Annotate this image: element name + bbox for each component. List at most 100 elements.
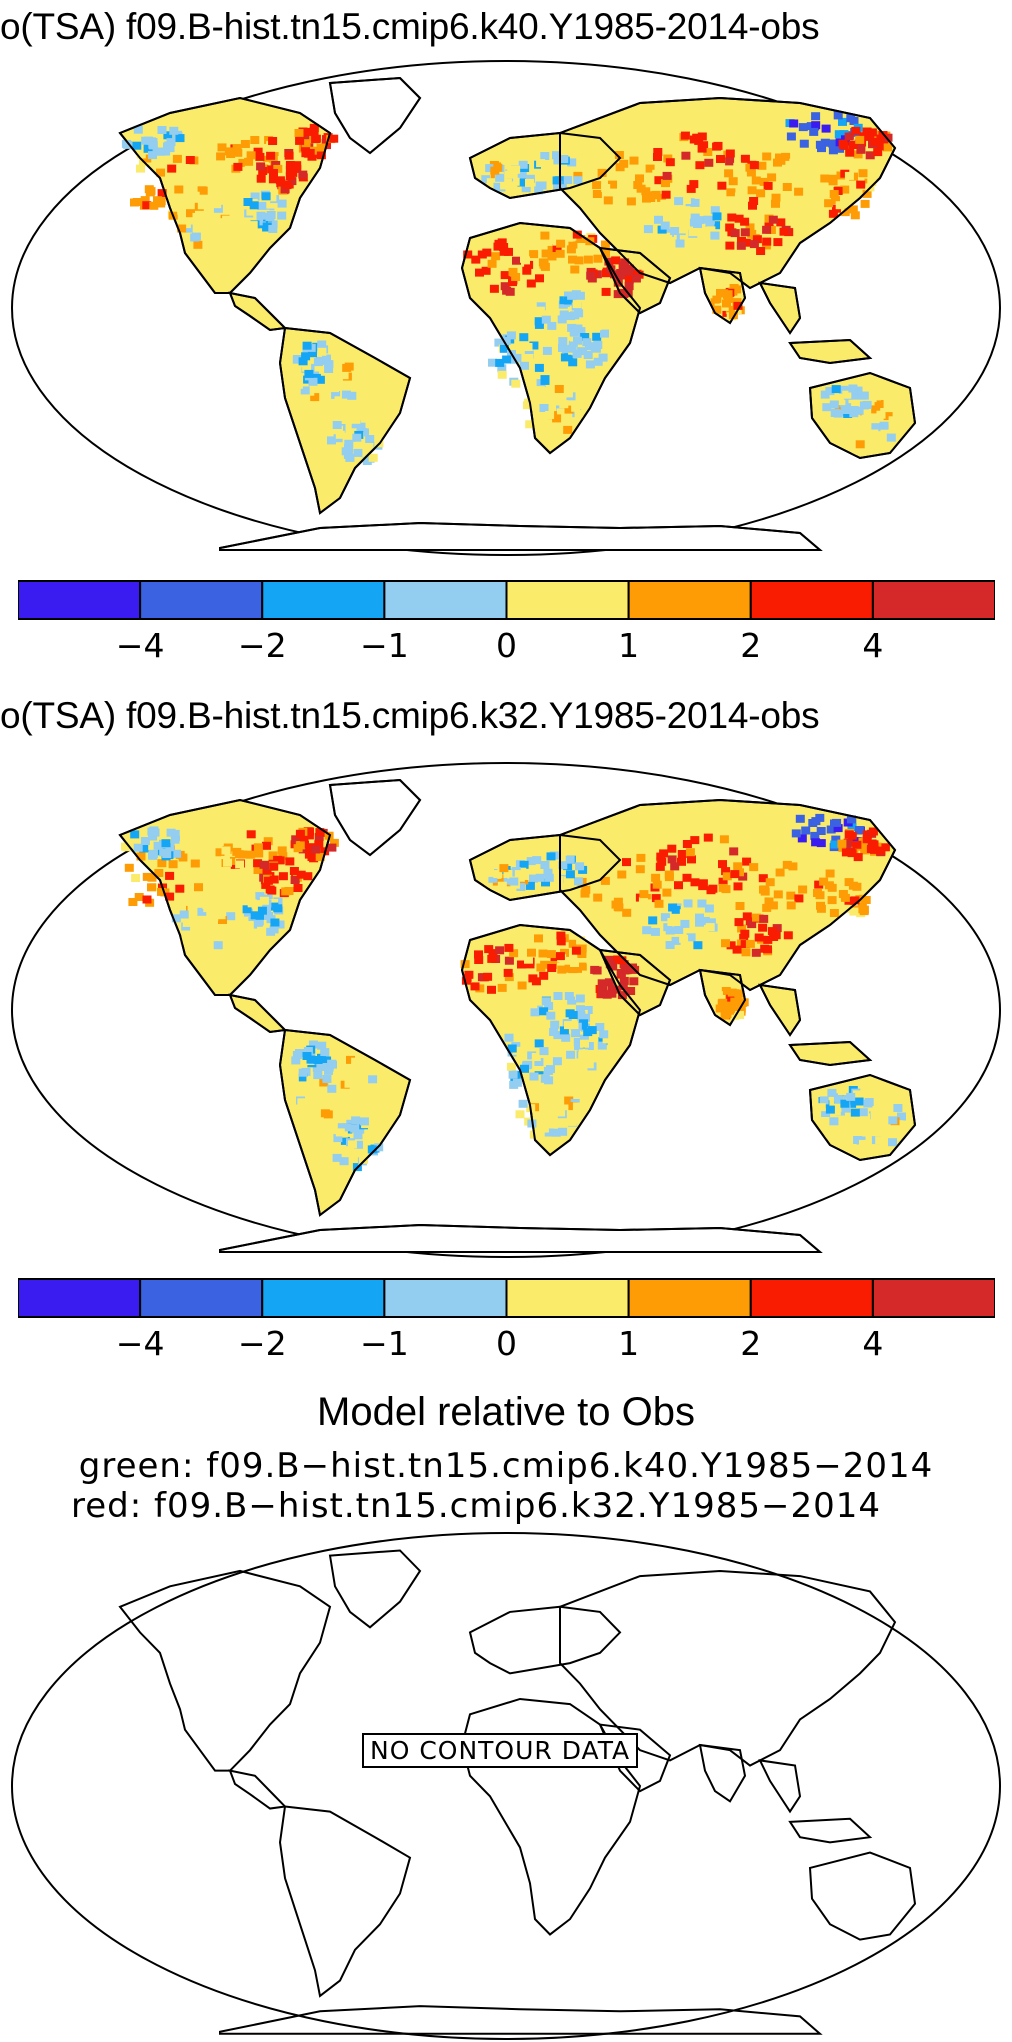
field-cell (580, 889, 590, 898)
field-cell (577, 962, 587, 971)
field-cell (229, 155, 239, 164)
field-cell (739, 933, 749, 942)
field-cell (124, 863, 134, 872)
field-cell (840, 406, 850, 414)
field-cell (763, 935, 773, 944)
colorbar-tick-label: 2 (740, 626, 762, 665)
field-cell (833, 111, 843, 120)
field-cell (368, 453, 378, 462)
field-cell (756, 189, 766, 198)
field-cell (614, 151, 624, 159)
field-cell (740, 217, 750, 226)
field-cell (255, 892, 265, 901)
colorbar-swatch (18, 580, 142, 620)
continent-greenland (330, 780, 420, 855)
panel1-title: o(TSA) f09.B-hist.tn15.cmip6.k40.Y1985-2… (0, 6, 820, 47)
field-cell (602, 884, 612, 892)
field-cell (569, 1108, 579, 1117)
field-cell (172, 849, 182, 858)
panel2-title: o(TSA) f09.B-hist.tn15.cmip6.k32.Y1985-2… (0, 695, 820, 736)
field-cell (788, 862, 798, 871)
field-cell (576, 235, 586, 243)
field-cell (246, 850, 256, 859)
field-cell (708, 884, 718, 893)
field-cell (294, 129, 304, 137)
field-cell (838, 843, 848, 852)
field-cell (617, 870, 627, 879)
field-cell (760, 887, 770, 896)
field-cell (629, 156, 639, 165)
field-cell (759, 177, 769, 186)
field-cell (711, 221, 721, 230)
field-cell (474, 950, 483, 959)
field-cell (747, 186, 757, 195)
field-cell (350, 1124, 360, 1133)
field-cell (574, 256, 584, 265)
field-cell (528, 974, 538, 983)
colorbar-swatch (627, 1278, 752, 1318)
continent-centralAmerica (230, 293, 285, 330)
field-cell (686, 933, 696, 942)
field-cell (226, 912, 236, 921)
field-cell (313, 1111, 323, 1120)
field-cell (550, 945, 559, 954)
field-cell (332, 421, 342, 429)
field-cell (651, 190, 661, 199)
field-cell (613, 902, 623, 911)
colorbar-swatch (749, 1278, 874, 1318)
field-cell (875, 437, 885, 446)
field-cell (603, 196, 613, 205)
field-cell (546, 852, 556, 861)
field-cell (125, 833, 135, 842)
field-cell (838, 890, 848, 898)
field-cell (608, 180, 617, 189)
field-cell (573, 171, 583, 180)
field-cell (145, 188, 155, 197)
continent-southAmerica (280, 328, 410, 513)
field-cell (192, 940, 202, 949)
field-cell (540, 375, 550, 384)
field-cell (188, 916, 198, 925)
field-cell (495, 173, 505, 182)
field-cell (662, 171, 672, 180)
continent-seAsia (760, 1760, 800, 1811)
field-cell (547, 964, 557, 972)
field-cell (189, 936, 199, 945)
field-cell (665, 158, 675, 167)
field-cell (293, 380, 303, 389)
field-cell (268, 175, 278, 184)
field-cell (365, 435, 375, 443)
field-cell (313, 1056, 323, 1064)
field-cell (517, 981, 527, 990)
field-cell (540, 152, 550, 160)
field-cell (327, 1059, 337, 1068)
field-cell (277, 211, 287, 220)
field-cell (583, 1028, 593, 1037)
field-cell (638, 896, 648, 905)
field-cell (314, 840, 324, 849)
field-cell (555, 1093, 564, 1102)
continent-greenland (330, 780, 420, 855)
colorbar-swatch (505, 580, 630, 620)
field-cell (624, 264, 634, 273)
field-cell (682, 873, 692, 882)
field-cell (504, 943, 514, 952)
field-cell (154, 869, 164, 877)
field-cell (730, 997, 740, 1006)
field-cell (518, 160, 528, 169)
field-cell (799, 139, 809, 148)
field-cell (679, 235, 689, 244)
field-cell (732, 945, 742, 954)
field-cell (130, 830, 140, 839)
field-cell (544, 1002, 554, 1010)
field-cell (874, 400, 884, 408)
field-cell (832, 818, 842, 827)
field-cell (535, 394, 545, 403)
field-cell (168, 860, 178, 869)
field-cell (185, 156, 195, 164)
field-cell (856, 180, 866, 189)
field-cell (213, 204, 223, 213)
colorbar-tick-label: −2 (237, 1324, 287, 1363)
field-cell (820, 138, 830, 147)
field-cell (235, 158, 245, 167)
